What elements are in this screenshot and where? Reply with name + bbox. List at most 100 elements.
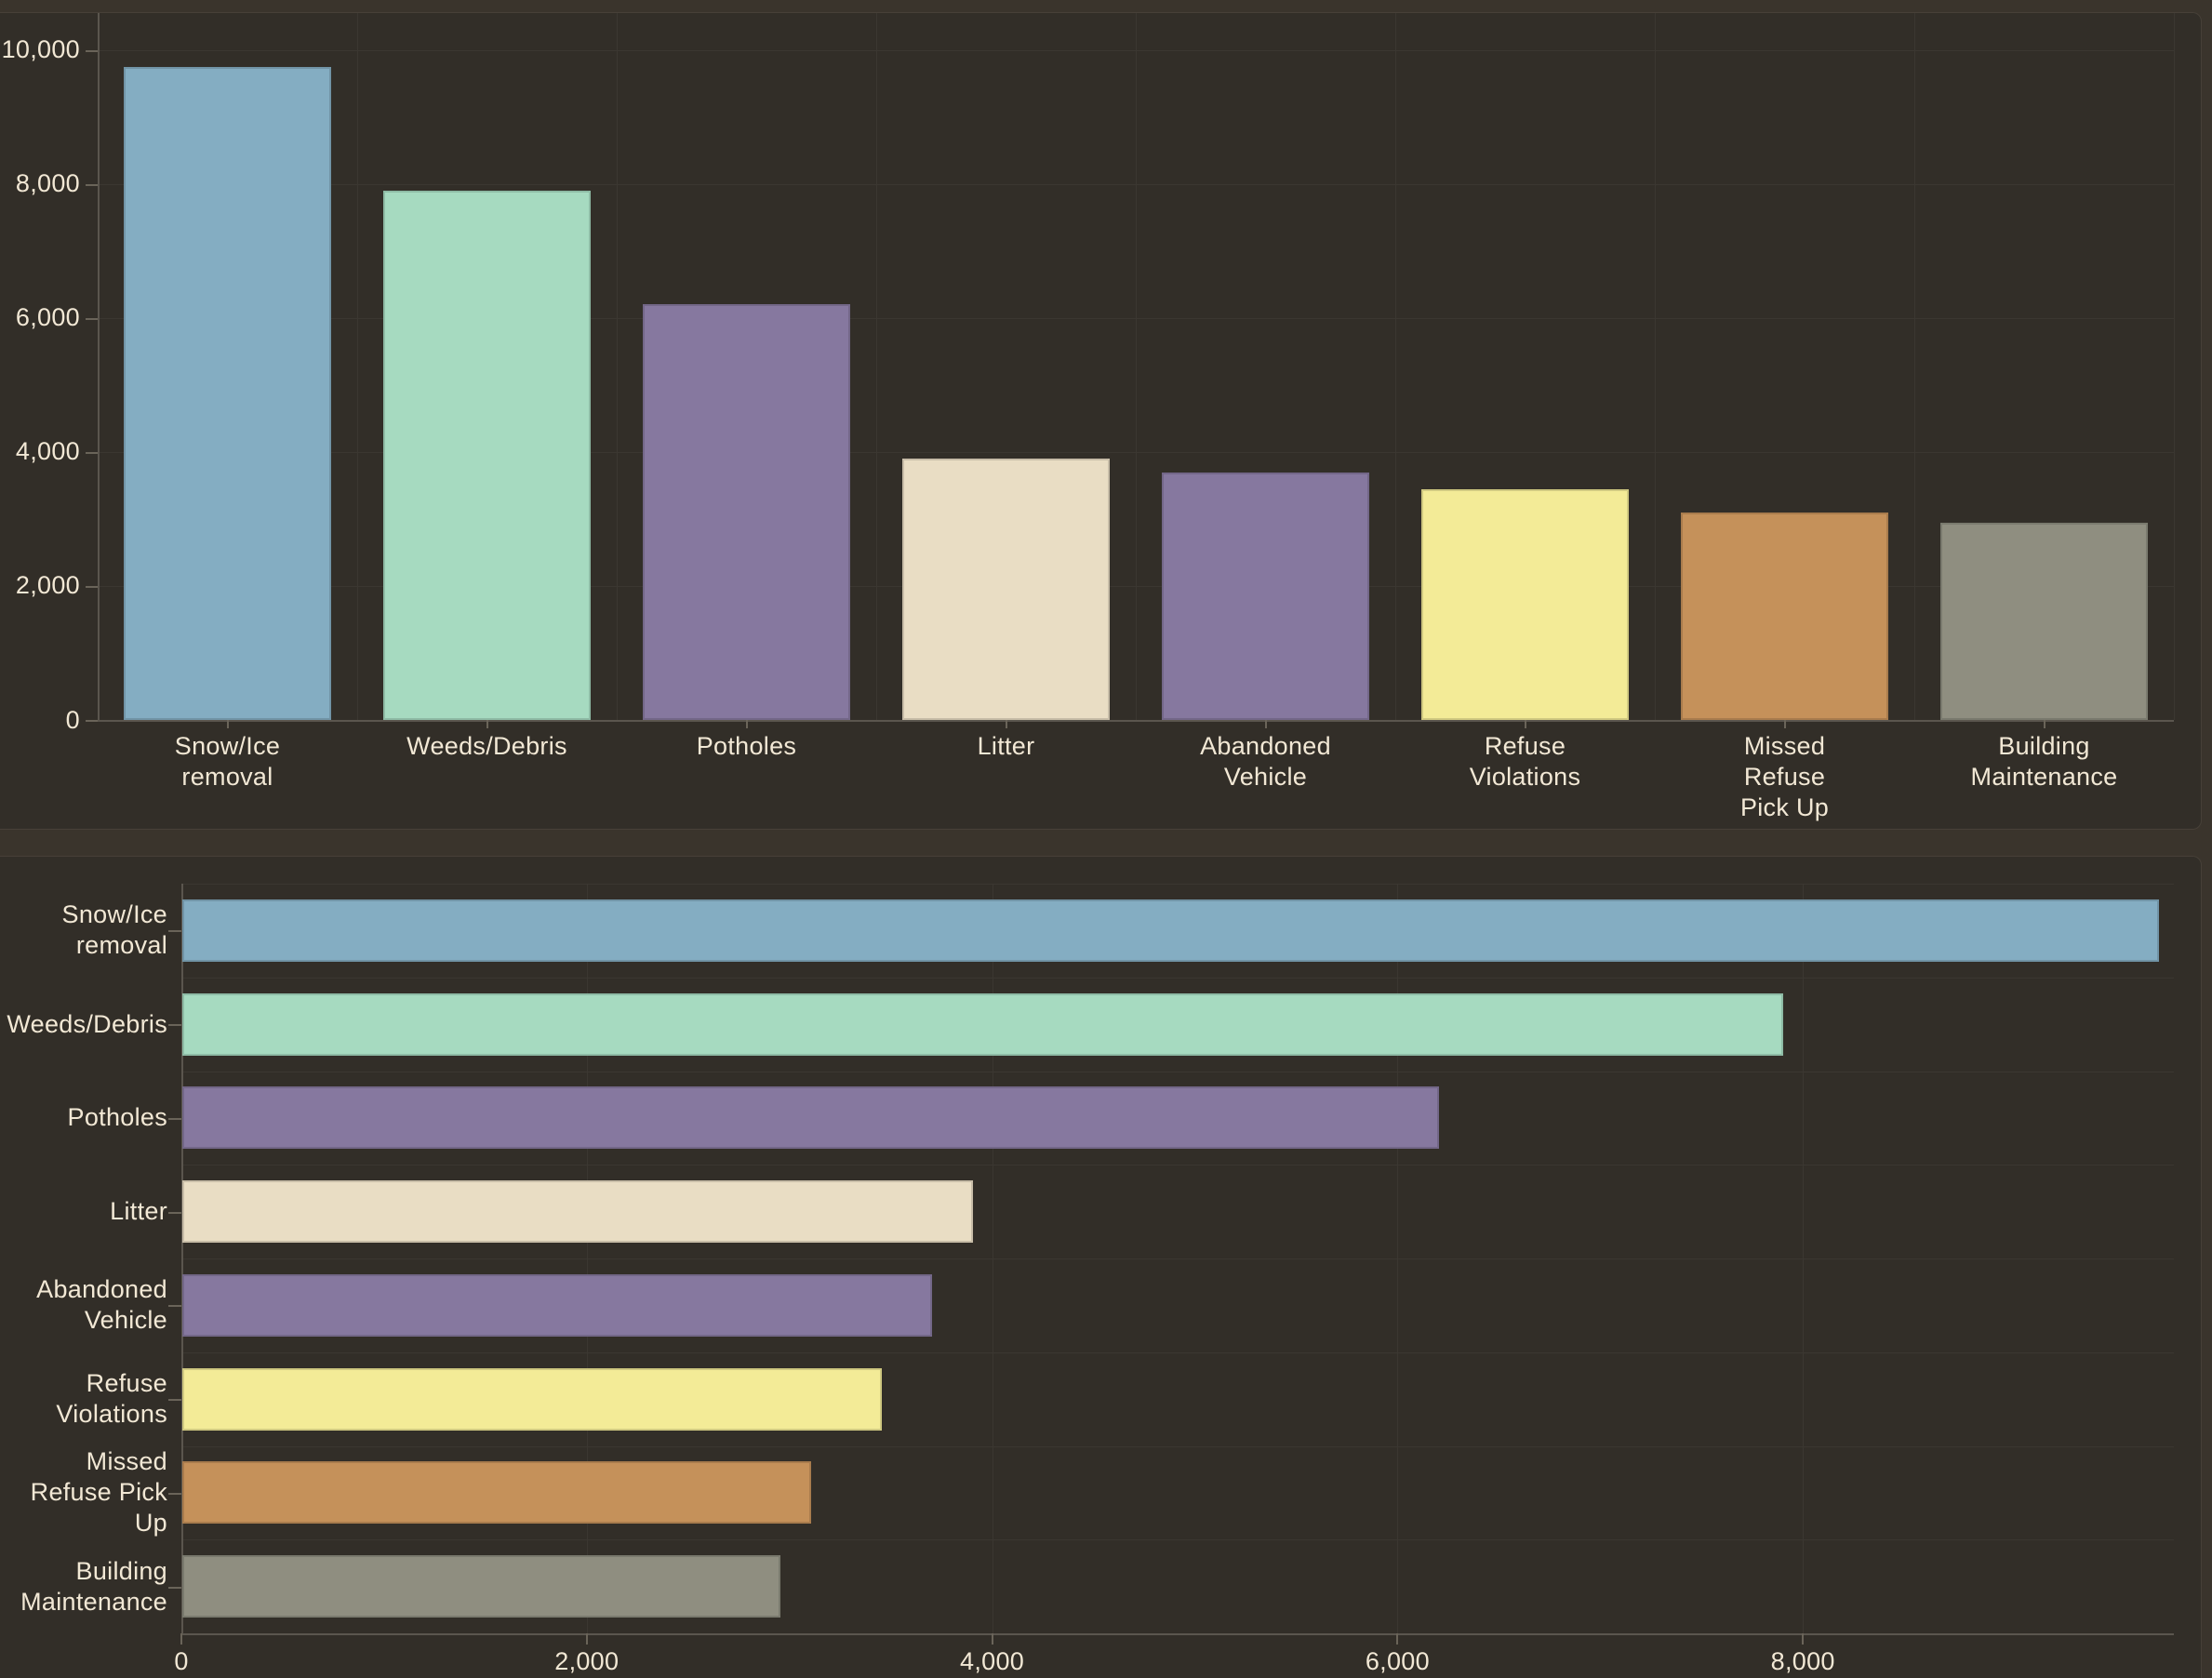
category-label-line: Weeds/Debris xyxy=(7,1009,167,1038)
category-boundary-line xyxy=(1395,13,1396,720)
column-bar-potholes[interactable] xyxy=(643,304,850,720)
row-bar-litter[interactable] xyxy=(182,1180,973,1244)
category-label-line: Refuse Pick xyxy=(30,1478,167,1507)
category-label-line: Maintenance xyxy=(20,1587,167,1616)
category-label-missed-refuse-pick-up: Missed Refuse Pick Up xyxy=(1655,731,1914,823)
category-label-line: Building xyxy=(75,1556,167,1585)
category-label-snow-ice-removal: Snow/Ice removal xyxy=(0,884,167,978)
row-bar-snow-ice-removal[interactable] xyxy=(182,899,2159,962)
category-label-building-maintenance: Building Maintenance xyxy=(1914,731,2174,792)
category-label-missed-refuse-pick-up: Missed Refuse Pick Up xyxy=(0,1446,167,1540)
y-axis-tick xyxy=(86,720,98,722)
category-label-line: Potholes xyxy=(696,732,797,760)
x-axis-tick-label-2000: 2,000 xyxy=(554,1647,620,1675)
y-axis-tick-label-2000: 2,000 xyxy=(15,571,80,600)
category-label-line: Snow/Ice xyxy=(174,732,281,760)
x-axis-tick xyxy=(2043,720,2045,728)
category-label-line: Maintenance xyxy=(1970,763,2118,791)
category-label-line: removal xyxy=(181,763,273,791)
x-axis-line xyxy=(181,1633,2174,1635)
y-axis-tick-label-6000: 6,000 xyxy=(15,303,80,332)
bar-chart-panel: Snow/Ice removal Weeds/Debris Potholes Litte… xyxy=(0,856,2202,1678)
column-bar-building-maintenance[interactable] xyxy=(1940,522,2148,720)
row-bar-weeds-debris[interactable] xyxy=(182,992,1784,1056)
y-axis-tick xyxy=(86,317,98,320)
column-bar-snow-ice-removal[interactable] xyxy=(124,66,331,720)
category-label-line: Missed xyxy=(1743,732,1826,760)
category-label-building-maintenance: Building Maintenance xyxy=(0,1539,167,1633)
x-axis-tick xyxy=(1802,1633,1805,1645)
y-axis-tick xyxy=(168,1305,181,1308)
x-axis-tick xyxy=(180,1633,182,1645)
category-boundary-line xyxy=(2174,13,2175,720)
x-axis-tick xyxy=(486,720,488,728)
column-bar-litter[interactable] xyxy=(902,459,1110,720)
category-boundary-line xyxy=(1914,13,1915,720)
category-label-line: Potholes xyxy=(67,1103,167,1132)
y-axis-tick-label-4000: 4,000 xyxy=(15,437,80,466)
category-label-abandoned-vehicle: Abandoned Vehicle xyxy=(1136,731,1395,792)
row-boundary-line xyxy=(181,1352,2174,1353)
category-label-abandoned-vehicle: Abandoned Vehicle xyxy=(0,1258,167,1352)
row-bar-potholes[interactable] xyxy=(182,1086,1439,1150)
x-axis-tick xyxy=(1524,720,1526,728)
row-boundary-line xyxy=(181,1445,2174,1447)
x-axis-line xyxy=(98,720,2174,722)
y-axis-tick xyxy=(86,183,98,186)
column-bar-missed-refuse-pick-up[interactable] xyxy=(1681,512,1888,720)
column-chart-panel: 0 2,000 4,000 6,000 8,000 10,000 Snow/Ice remov… xyxy=(0,12,2202,830)
category-boundary-line xyxy=(357,13,358,720)
category-label-weeds-debris: Weeds/Debris xyxy=(357,731,617,762)
row-boundary-line xyxy=(181,1539,2174,1541)
row-bar-refuse-violations[interactable] xyxy=(182,1367,882,1431)
x-axis-tick-label-0: 0 xyxy=(174,1647,189,1675)
row-boundary-line xyxy=(181,884,2174,885)
category-boundary-line xyxy=(1655,13,1656,720)
category-label-line: Abandoned xyxy=(36,1275,167,1304)
category-label-line: Refuse xyxy=(1484,732,1566,760)
category-label-weeds-debris: Weeds/Debris xyxy=(0,978,167,1072)
x-axis-tick xyxy=(1264,720,1267,728)
x-axis-tick-label-8000: 8,000 xyxy=(1770,1647,1835,1675)
y-axis-tick xyxy=(168,1586,181,1589)
x-axis-tick xyxy=(1783,720,1786,728)
y-axis-tick xyxy=(86,585,98,588)
category-label-line: Violations xyxy=(1469,763,1581,791)
category-label-line: Vehicle xyxy=(1223,763,1308,791)
column-bar-weeds-debris[interactable] xyxy=(383,190,591,720)
y-axis-tick xyxy=(168,1211,181,1214)
row-bar-missed-refuse-pick-up[interactable] xyxy=(182,1461,811,1525)
y-axis-tick xyxy=(86,451,98,454)
column-bar-abandoned-vehicle[interactable] xyxy=(1162,472,1369,720)
x-axis-tick xyxy=(1396,1633,1399,1645)
y-axis-tick-label-10000: 10,000 xyxy=(1,35,80,64)
y-axis-line xyxy=(181,884,183,1633)
category-label-line: Abandoned xyxy=(1200,732,1331,760)
category-label-line: Up xyxy=(134,1509,167,1538)
category-boundary-line xyxy=(876,13,877,720)
category-boundary-line xyxy=(617,13,618,720)
category-label-line: Weeds/Debris xyxy=(406,732,567,760)
row-boundary-line xyxy=(181,977,2174,979)
y-axis-tick xyxy=(168,1492,181,1495)
y-axis-tick xyxy=(168,930,181,933)
y-axis-tick xyxy=(86,49,98,52)
category-label-line: Pick Up xyxy=(1739,793,1830,821)
y-axis-tick-label-0: 0 xyxy=(65,705,80,734)
y-axis-tick xyxy=(168,1117,181,1120)
column-bar-refuse-violations[interactable] xyxy=(1421,488,1629,720)
x-axis-tick xyxy=(745,720,748,728)
category-label-litter: Litter xyxy=(0,1165,167,1258)
category-label-line: Litter xyxy=(110,1197,167,1226)
x-axis-tick xyxy=(585,1633,588,1645)
category-label-line: Violations xyxy=(56,1400,167,1429)
category-label-line: Missed xyxy=(86,1447,167,1476)
row-bar-abandoned-vehicle[interactable] xyxy=(182,1273,933,1337)
category-label-refuse-violations: Refuse Violations xyxy=(1395,731,1655,792)
category-label-litter: Litter xyxy=(876,731,1136,762)
category-label-line: removal xyxy=(75,931,167,960)
x-axis-tick xyxy=(991,1633,993,1645)
category-label-refuse-violations: Refuse Violations xyxy=(0,1352,167,1446)
row-bar-building-maintenance[interactable] xyxy=(182,1555,780,1618)
category-label-line: Building xyxy=(1998,732,2090,760)
